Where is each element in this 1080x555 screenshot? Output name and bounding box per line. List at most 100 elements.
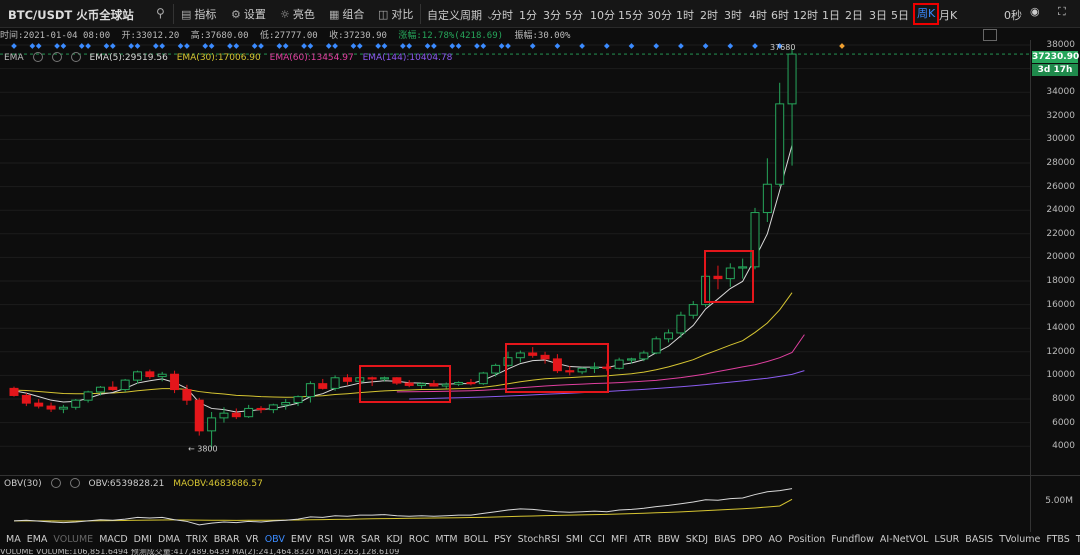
period-5[interactable]: 10分	[590, 9, 615, 22]
marker-diamond	[424, 43, 431, 49]
period-12[interactable]: 6时	[771, 9, 789, 22]
period-3[interactable]: 3分	[543, 9, 561, 22]
indicator-tab-wr[interactable]: WR	[339, 534, 356, 545]
period-17[interactable]: 5日	[891, 9, 909, 22]
period-18[interactable]: 周K	[913, 3, 940, 25]
period-6[interactable]: 15分	[618, 9, 643, 22]
marker-diamond	[449, 43, 456, 49]
indicator-tab-dpo[interactable]: DPO	[741, 534, 763, 545]
price-tick: 30000	[1046, 134, 1075, 145]
indicator-tab-stochrsi[interactable]: StochRSI	[517, 534, 560, 545]
camera-icon[interactable]: ◉	[1030, 5, 1040, 18]
period-11[interactable]: 4时	[749, 9, 767, 22]
pane-divider[interactable]	[0, 475, 1080, 476]
indicator-tab-bias[interactable]: BIAS	[714, 534, 736, 545]
period-15[interactable]: 2日	[845, 9, 863, 22]
indicator-tab-lsur[interactable]: LSUR	[934, 534, 960, 545]
period-13[interactable]: 12时	[793, 9, 818, 22]
candle-body	[182, 389, 192, 401]
indicator-tab-vr[interactable]: VR	[245, 534, 259, 545]
combine-button[interactable]: ▦ 组合	[329, 8, 365, 21]
symbol-title[interactable]: BTC/USDT 火币全球站	[8, 8, 134, 22]
indicator-tab-emv[interactable]: EMV	[290, 534, 312, 545]
indicator-tab-cci[interactable]: CCI	[588, 534, 605, 545]
settings-icon[interactable]	[50, 478, 61, 488]
marker-diamond	[109, 43, 116, 49]
period-14[interactable]: 1日	[822, 9, 840, 22]
close-icon[interactable]	[69, 478, 80, 488]
close-icon[interactable]	[70, 52, 81, 62]
marker-diamond	[702, 43, 709, 49]
candle-body	[639, 352, 649, 360]
marker-diamond	[276, 43, 283, 49]
indicator-tab-dmi[interactable]: DMI	[133, 534, 152, 545]
candle-body	[491, 364, 501, 374]
indicator-tab-basis[interactable]: BASIS	[965, 534, 994, 545]
candle-body	[244, 407, 254, 418]
ohlc-info: 时间:2021-01-04 08:00 开:33012.20 高:37680.0…	[0, 31, 571, 41]
price-tick: 12000	[1046, 346, 1075, 357]
indicator-tab-ttsi[interactable]: TTSI	[1075, 534, 1080, 545]
compare-button[interactable]: ◫ 对比	[378, 8, 414, 21]
indicator-tab-dma[interactable]: DMA	[158, 534, 181, 545]
indicator-tab-ao[interactable]: AO	[768, 534, 783, 545]
candlestick-chart[interactable]: 37680 ← 3800	[0, 40, 1030, 475]
period-9[interactable]: 2时	[700, 9, 718, 22]
indicator-tab-mfi[interactable]: MFI	[610, 534, 628, 545]
indicator-tab-obv[interactable]: OBV	[264, 534, 285, 545]
price-axis[interactable]: 4000 6000 8000 10000 12000 14000 16000 18000 200…	[1030, 40, 1080, 475]
collapse-icon[interactable]	[983, 29, 997, 41]
period-16[interactable]: 3日	[869, 9, 887, 22]
indicator-tab-tvolume[interactable]: TVolume	[999, 534, 1041, 545]
indicator-tab-bbw[interactable]: BBW	[657, 534, 680, 545]
candle-body	[750, 212, 760, 268]
price-tick: 20000	[1046, 252, 1075, 263]
ema5-line	[13, 144, 793, 413]
eye-icon[interactable]	[32, 52, 43, 62]
light-theme-button[interactable]: ☼ 亮色	[280, 8, 315, 21]
marker-diamond	[381, 43, 388, 49]
indicator-tab-ma[interactable]: MA	[6, 534, 21, 545]
indicator-tab-ema[interactable]: EMA	[26, 534, 48, 545]
indicator-tab-trix[interactable]: TRIX	[186, 534, 208, 545]
indicator-tab-fundflow[interactable]: Fundflow	[831, 534, 874, 545]
indicator-tab-brar[interactable]: BRAR	[213, 534, 240, 545]
indicator-tab-smi[interactable]: SMI	[565, 534, 583, 545]
period-19[interactable]: 月K	[939, 9, 958, 22]
indicator-tab-skdj[interactable]: SKDJ	[685, 534, 709, 545]
indicator-tab-atr[interactable]: ATR	[633, 534, 652, 545]
custom-period-dropdown[interactable]: 自定义周期 ⌄	[427, 9, 495, 22]
indicator-tab-roc[interactable]: ROC	[408, 534, 430, 545]
indicator-tab-position[interactable]: Position	[788, 534, 826, 545]
indicator-tab-mtm[interactable]: MTM	[435, 534, 458, 545]
indicator-tab-kdj[interactable]: KDJ	[386, 534, 403, 545]
search-icon[interactable]: ⚲	[156, 6, 165, 20]
period-2[interactable]: 1分	[519, 9, 537, 22]
period-1[interactable]: 分时	[491, 9, 513, 22]
fullscreen-icon[interactable]: ⛶	[1058, 5, 1066, 18]
indicator-tab-volume[interactable]: VOLUME	[53, 534, 94, 545]
settings-icon[interactable]	[51, 52, 62, 62]
obv-chart[interactable]	[0, 476, 1030, 532]
indicator-tab-rsi[interactable]: RSI	[317, 534, 334, 545]
indicator-tab-boll[interactable]: BOLL	[463, 534, 489, 545]
candle-body	[478, 372, 488, 385]
layout-icon: ▦	[329, 8, 340, 21]
indicator-tab-ftbs[interactable]: FTBS	[1046, 534, 1070, 545]
candle-body	[738, 266, 748, 269]
period-10[interactable]: 3时	[724, 9, 742, 22]
indicator-tab-ai-netvol[interactable]: AI-NetVOL	[879, 534, 929, 545]
period-8[interactable]: 1时	[676, 9, 694, 22]
settings-button[interactable]: ⚙ 设置	[231, 8, 266, 21]
indicator-button[interactable]: ▤ 指标	[181, 8, 217, 21]
indicator-tab-psy[interactable]: PSY	[494, 534, 512, 545]
obv-line	[13, 488, 793, 526]
period-4[interactable]: 5分	[565, 9, 583, 22]
indicator-tab-sar[interactable]: SAR	[361, 534, 381, 545]
price-tick: 16000	[1046, 299, 1075, 310]
candle-body	[71, 399, 81, 408]
divider	[420, 4, 421, 24]
indicator-tab-macd[interactable]: MACD	[99, 534, 128, 545]
period-7[interactable]: 30分	[647, 9, 672, 22]
marker-diamond	[208, 43, 215, 49]
